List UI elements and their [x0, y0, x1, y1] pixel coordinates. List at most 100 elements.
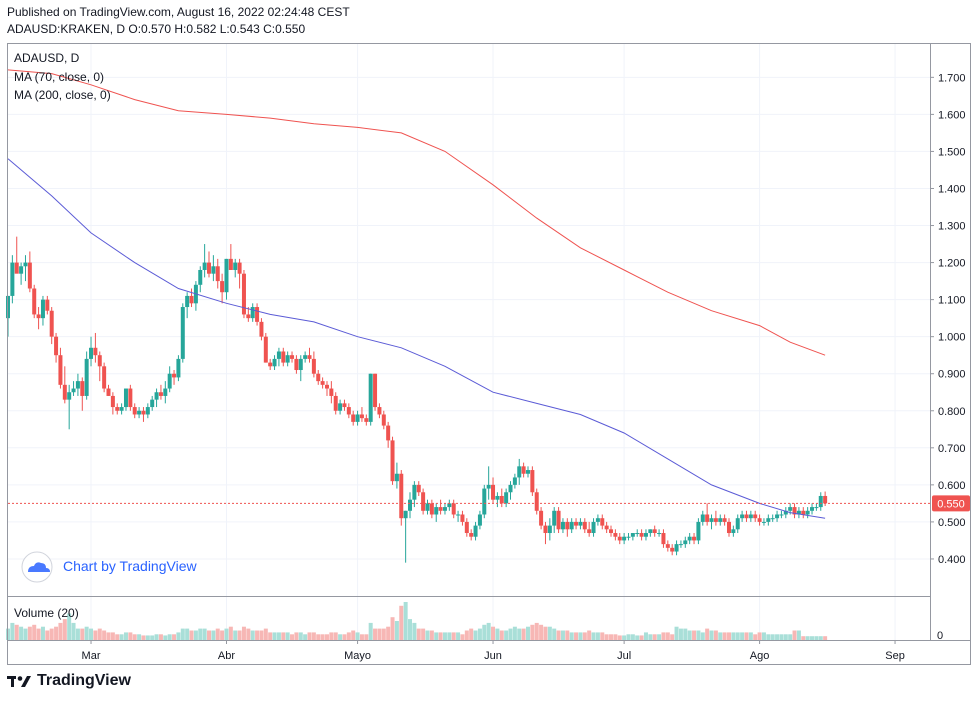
candle — [731, 525, 736, 537]
candle — [355, 410, 360, 426]
candle — [373, 373, 378, 411]
volume-bar — [346, 632, 351, 640]
candle — [193, 281, 198, 311]
volume-bar — [495, 628, 500, 640]
volume-bar — [110, 632, 115, 640]
volume-bar — [766, 634, 771, 640]
y-tick-label: 1.000 — [938, 332, 966, 344]
candle — [648, 529, 653, 537]
volume-bar — [574, 632, 579, 640]
candle — [412, 481, 417, 508]
candle — [40, 295, 45, 326]
candle — [351, 410, 356, 426]
candle — [530, 466, 535, 496]
candle — [569, 518, 574, 534]
x-tick-label: Sep — [885, 650, 905, 662]
candle — [508, 481, 513, 500]
volume-bar — [298, 632, 303, 640]
volume-bar — [115, 634, 120, 640]
candle — [700, 510, 705, 526]
candle — [429, 499, 434, 519]
volume-bar — [525, 626, 530, 640]
candle — [504, 488, 509, 508]
y-tick-label: 1.200 — [938, 258, 966, 270]
volume-bar — [167, 634, 172, 640]
volume-bar — [757, 632, 762, 640]
candle — [604, 521, 609, 534]
volume-bar — [434, 632, 439, 640]
volume-bar — [241, 626, 246, 640]
candle — [54, 332, 59, 363]
candle — [115, 403, 120, 415]
candle — [818, 492, 823, 511]
volume-bar — [661, 632, 666, 640]
candle — [10, 255, 15, 304]
volume-bar — [386, 626, 391, 640]
volume-bar — [718, 632, 723, 640]
volume-bar — [744, 632, 749, 640]
candle — [539, 507, 544, 530]
candle — [324, 381, 329, 396]
volume-bar — [604, 634, 609, 640]
volume-bar — [753, 634, 758, 640]
candle — [547, 518, 552, 541]
candle — [560, 518, 565, 534]
volume-bar — [172, 634, 177, 640]
candle — [652, 525, 657, 537]
candle — [172, 370, 177, 385]
volume-bar — [630, 634, 635, 640]
candle — [102, 362, 107, 393]
candle — [220, 273, 225, 304]
volume-bar — [198, 628, 203, 640]
volume-bar — [290, 634, 295, 640]
candle — [45, 295, 50, 315]
tradingview-watermark[interactable]: Chart by TradingView — [21, 551, 197, 583]
volume-bar — [285, 632, 290, 640]
volume-bar — [215, 628, 220, 640]
candle — [329, 381, 334, 404]
candle — [456, 510, 461, 522]
volume-bar — [421, 628, 426, 640]
volume-bar — [587, 630, 592, 640]
x-tick-label: Jul — [617, 650, 631, 662]
candle — [294, 355, 299, 374]
price-axis: 0.400 0.500 0.600 0.700 0.800 0.900 1.000 1.100… — [930, 72, 966, 566]
volume-bar — [582, 632, 587, 640]
volume-bar — [609, 634, 614, 640]
volume-bar — [263, 628, 268, 640]
candle — [255, 303, 260, 326]
volume-bar — [683, 628, 688, 640]
candle — [119, 403, 124, 415]
volume-bar — [556, 630, 561, 640]
volume-bar — [58, 622, 63, 640]
candle — [801, 507, 806, 519]
volume-bar — [539, 624, 544, 640]
candle — [211, 255, 216, 282]
candle — [683, 536, 688, 548]
volume-bar — [19, 626, 24, 640]
volume-bar — [399, 605, 404, 640]
volume-bar — [250, 630, 255, 640]
candle — [460, 510, 465, 526]
candle — [748, 510, 753, 522]
volume-bar — [657, 634, 662, 640]
volume-bar — [770, 634, 775, 640]
tradingview-logo-icon — [7, 676, 31, 687]
candle — [49, 307, 54, 345]
candle — [744, 510, 749, 522]
volume-bar — [202, 628, 207, 640]
candle — [180, 303, 185, 363]
volume-bar — [49, 628, 54, 640]
candle — [718, 514, 723, 526]
volume-bar — [447, 632, 452, 640]
volume-bar — [80, 628, 85, 640]
volume-bar — [119, 634, 124, 640]
candle — [635, 529, 640, 537]
candle — [565, 518, 570, 537]
volume-bar — [255, 630, 260, 640]
volume-bar — [137, 634, 142, 640]
volume-bar — [123, 632, 128, 640]
candle — [176, 355, 181, 382]
candle — [796, 507, 801, 519]
